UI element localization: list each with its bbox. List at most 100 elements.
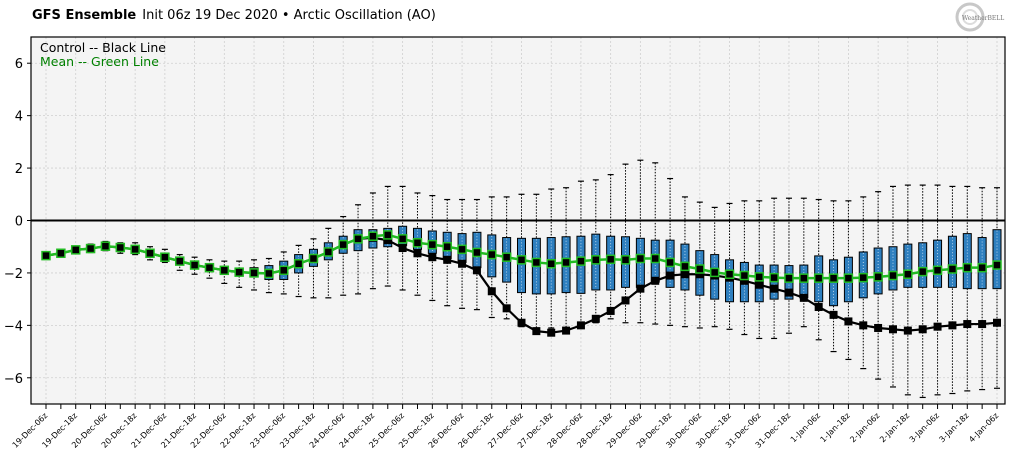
- control-point: [680, 270, 689, 279]
- mean-point: [174, 256, 185, 266]
- control-point: [383, 236, 392, 245]
- mean-point: [412, 238, 423, 248]
- mean-point: [680, 261, 690, 272]
- x-tick-label: 2-Jan-06z: [848, 411, 881, 444]
- control-point: [472, 266, 481, 275]
- logo-text: WeatherBELL: [962, 15, 1004, 22]
- control-point: [517, 318, 526, 327]
- mean-point: [546, 259, 556, 269]
- x-tick-label: 2-Jan-18z: [878, 411, 911, 444]
- mean-point: [472, 247, 482, 258]
- mean-point: [888, 270, 898, 281]
- control-point: [547, 328, 556, 337]
- mean-point: [145, 248, 155, 259]
- control-point: [903, 326, 912, 335]
- y-tick-label: 4: [15, 110, 23, 125]
- control-point: [770, 284, 779, 293]
- x-tick-label: 3-Jan-06z: [908, 411, 941, 444]
- control-point: [948, 321, 957, 330]
- legend-mean: Mean -- Green Line: [40, 54, 159, 69]
- mean-point: [368, 231, 378, 241]
- control-point: [784, 288, 793, 297]
- mean-point: [100, 241, 111, 251]
- control-point: [918, 325, 927, 334]
- control-point: [755, 280, 764, 289]
- control-point: [606, 306, 615, 315]
- box-iqr: [888, 246, 898, 291]
- mean-point: [665, 257, 675, 268]
- y-tick-label: −6: [4, 372, 23, 387]
- mean-point: [293, 259, 304, 269]
- box-iqr: [517, 237, 526, 294]
- mean-point: [605, 254, 616, 265]
- control-point: [963, 320, 972, 329]
- y-tick-label: −2: [4, 267, 23, 282]
- chart-title: GFS Ensemble Init 06z 19 Dec 2020 • Arcti…: [32, 8, 436, 23]
- mean-point: [828, 273, 839, 283]
- x-tick-label: 1-Jan-18z: [819, 411, 852, 444]
- x-tick-label: 4-Jan-06z: [967, 411, 1000, 444]
- mean-point: [457, 244, 467, 255]
- control-point: [844, 317, 853, 326]
- mean-point: [784, 273, 794, 283]
- control-point: [651, 276, 660, 285]
- mean-point: [85, 243, 96, 254]
- control-point: [562, 326, 571, 335]
- mean-point: [115, 242, 126, 253]
- mean-point: [813, 273, 824, 283]
- box-plot: [903, 184, 913, 396]
- mean-point: [501, 252, 512, 262]
- mean-point: [977, 262, 987, 273]
- mean-point: [962, 262, 973, 273]
- legend-control: Control -- Black Line: [40, 40, 166, 55]
- control-point: [829, 310, 838, 319]
- control-point: [502, 304, 511, 313]
- mean-point: [873, 272, 883, 282]
- control-point: [576, 321, 585, 330]
- mean-point: [709, 267, 720, 278]
- weatherbell-logo: WeatherBELL: [955, 2, 1004, 32]
- control-point: [532, 327, 541, 336]
- control-point: [933, 322, 942, 331]
- control-point: [621, 296, 630, 305]
- box-iqr: [903, 243, 913, 288]
- mean-point: [442, 241, 452, 252]
- x-tick-label: 3-Jan-18z: [937, 411, 970, 444]
- mean-point: [487, 249, 497, 260]
- mean-point: [591, 255, 601, 265]
- mean-point: [70, 245, 81, 255]
- control-point: [874, 323, 883, 332]
- mean-point: [264, 268, 274, 279]
- box-plot: [947, 185, 957, 395]
- chart-title-detail: Init 06z 19 Dec 2020 • Arctic Oscillatio…: [142, 8, 436, 23]
- box-plot: [992, 187, 1002, 389]
- mean-point: [917, 266, 928, 277]
- control-point: [413, 249, 422, 258]
- control-point: [993, 318, 1001, 327]
- mean-point: [234, 267, 244, 277]
- mean-point: [323, 247, 334, 257]
- control-point: [814, 303, 823, 312]
- box-plot: [918, 184, 928, 399]
- mean-point: [724, 269, 735, 279]
- mean-point: [858, 272, 869, 283]
- mean-point: [308, 253, 319, 264]
- control-point: [695, 270, 704, 279]
- box-plot: [962, 185, 972, 392]
- y-tick-label: −4: [4, 319, 23, 334]
- y-tick-label: 6: [15, 57, 23, 72]
- mean-point: [279, 265, 289, 276]
- mean-point: [189, 260, 200, 270]
- mean-point: [338, 239, 348, 250]
- mean-point: [531, 257, 542, 268]
- control-point: [398, 244, 407, 253]
- box-iqr: [992, 229, 1002, 290]
- y-axis: 6 4 2 0 −2 −4 −6: [4, 57, 31, 387]
- mean-point: [383, 230, 393, 240]
- control-point: [591, 314, 600, 323]
- mean-point: [947, 264, 958, 274]
- mean-point: [695, 264, 705, 274]
- mean-point: [130, 244, 140, 255]
- mean-series: [41, 230, 1002, 283]
